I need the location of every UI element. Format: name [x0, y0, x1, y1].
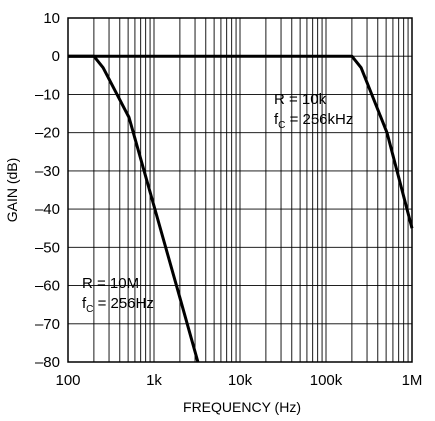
- y-tick-label: –20: [35, 125, 60, 142]
- plot-frame: [67, 17, 413, 363]
- annotation-r10m-line1: R = 10M: [82, 275, 139, 292]
- x-axis-ticks: 100 1k 10k 100k 1M: [55, 372, 422, 389]
- x-tick-label: 1k: [146, 372, 162, 389]
- y-tick-label: –80: [35, 354, 60, 371]
- y-tick-label: 10: [43, 10, 60, 27]
- y-axis-ticks: 10 0 –10 –20 –30 –40 –50 –60 –70 –80: [35, 10, 60, 371]
- x-axis-title: FREQUENCY (Hz): [183, 399, 301, 415]
- y-tick-label: 0: [52, 48, 60, 65]
- y-tick-label: –30: [35, 163, 60, 180]
- x-tick-label: 10k: [228, 372, 253, 389]
- annotation-r10m: R = 10M fC = 256Hz: [82, 275, 154, 315]
- annotation-r10k: R = 10k fC = 256kHz: [274, 91, 353, 131]
- y-axis-title: GAIN (dB): [4, 158, 20, 223]
- annotation-r10m-line2: fC = 256Hz: [82, 295, 154, 315]
- y-tick-label: –40: [35, 201, 60, 218]
- annotation-r10m-f: f: [82, 295, 87, 312]
- y-tick-label: –70: [35, 316, 60, 333]
- y-tick-label: –10: [35, 86, 60, 103]
- annotation-r10k-value: = 256kHz: [285, 111, 353, 128]
- y-tick-label: –60: [35, 278, 60, 295]
- annotation-r10k-f: f: [274, 111, 279, 128]
- annotation-r10m-value: = 256Hz: [93, 295, 153, 312]
- x-tick-label: 100k: [310, 372, 343, 389]
- annotation-r10k-line2: fC = 256kHz: [274, 111, 353, 131]
- y-tick-label: –50: [35, 239, 60, 256]
- x-tick-label: 1M: [402, 372, 423, 389]
- x-tick-label: 100: [55, 372, 80, 389]
- annotation-r10m-sub: C: [86, 304, 93, 315]
- annotation-r10k-line1: R = 10k: [274, 91, 327, 108]
- series-line-2: [68, 54, 414, 229]
- series-group: [68, 54, 414, 363]
- annotation-r10k-sub: C: [278, 120, 285, 131]
